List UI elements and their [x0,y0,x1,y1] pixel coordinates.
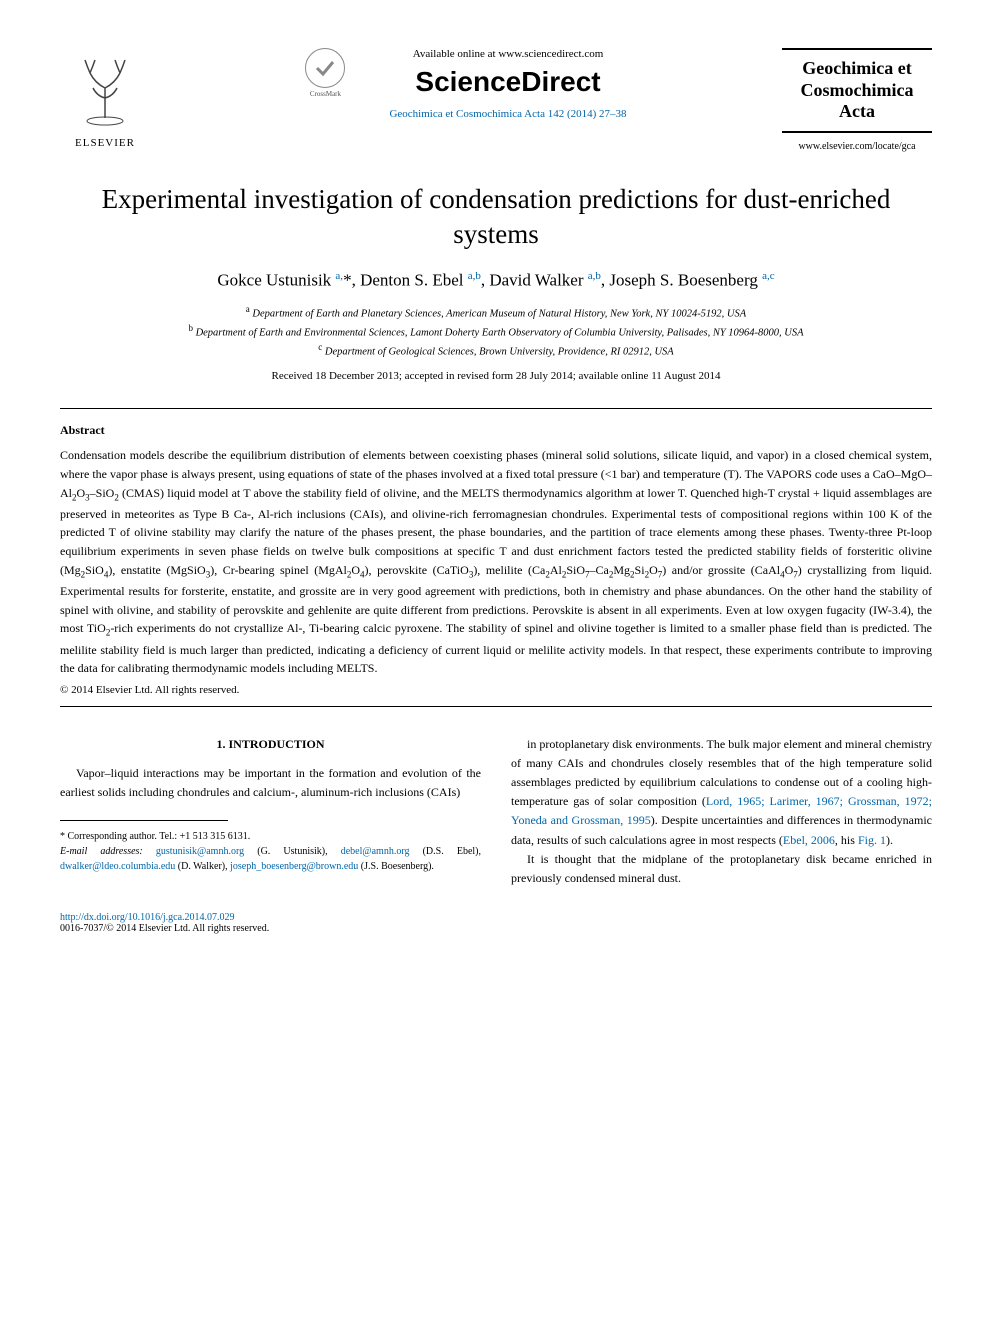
article-dates: Received 18 December 2013; accepted in r… [60,370,932,382]
affiliation-c: c Department of Geological Sciences, Bro… [60,341,932,360]
doi-link[interactable]: http://dx.doi.org/10.1016/j.gca.2014.07.… [60,912,932,923]
authors-line: Gokce Ustunisik a,*, Denton S. Ebel a,b,… [60,270,932,291]
intro-para-left: Vapor–liquid interactions may be importa… [60,764,481,802]
article-title: Experimental investigation of condensati… [60,182,932,252]
bottom-block: http://dx.doi.org/10.1016/j.gca.2014.07.… [60,912,932,934]
copyright-line: © 2014 Elsevier Ltd. All rights reserved… [60,684,932,696]
sciencedirect-logo: ScienceDirect [389,66,626,98]
affiliations: a Department of Earth and Planetary Scie… [60,303,932,361]
intro-para-right-1: in protoplanetary disk environments. The… [511,735,932,850]
journal-url[interactable]: www.elsevier.com/locate/gca [782,141,932,152]
right-column: in protoplanetary disk environments. The… [511,735,932,889]
email-addresses: E-mail addresses: gustunisik@amnh.org (G… [60,844,481,874]
elsevier-tree-icon [65,48,145,128]
footnotes: * Corresponding author. Tel.: +1 513 315… [60,829,481,874]
crossmark-label: CrossMark [305,90,345,98]
elsevier-logo-block: ELSEVIER [60,48,150,149]
footnotes-divider [60,820,228,821]
divider [60,706,932,707]
left-column: 1. INTRODUCTION Vapor–liquid interaction… [60,735,481,889]
crossmark-block[interactable]: CrossMark [305,48,345,98]
abstract-heading: Abstract [60,423,932,438]
journal-reference[interactable]: Geochimica et Cosmochimica Acta 142 (201… [389,108,626,120]
affiliation-a: a Department of Earth and Planetary Scie… [60,303,932,322]
divider [60,408,932,409]
sciencedirect-block: Available online at www.sciencedirect.co… [389,48,626,120]
affiliation-b: b Department of Earth and Environmental … [60,322,932,341]
issn-line: 0016-7037/© 2014 Elsevier Ltd. All right… [60,923,932,934]
elsevier-label: ELSEVIER [60,137,150,149]
body-columns: 1. INTRODUCTION Vapor–liquid interaction… [60,735,932,889]
journal-block: Geochimica et Cosmochimica Acta www.else… [782,48,932,152]
crossmark-icon [305,48,345,88]
page-header: ELSEVIER CrossMark Available online at w… [60,48,932,152]
journal-name: Geochimica et Cosmochimica Acta [782,48,932,133]
abstract-text: Condensation models describe the equilib… [60,446,932,677]
corresponding-author: * Corresponding author. Tel.: +1 513 315… [60,829,481,844]
intro-para-right-2: It is thought that the midplane of the p… [511,850,932,888]
header-center: CrossMark Available online at www.scienc… [150,48,782,120]
intro-heading: 1. INTRODUCTION [60,735,481,754]
available-online-text: Available online at www.sciencedirect.co… [389,48,626,60]
